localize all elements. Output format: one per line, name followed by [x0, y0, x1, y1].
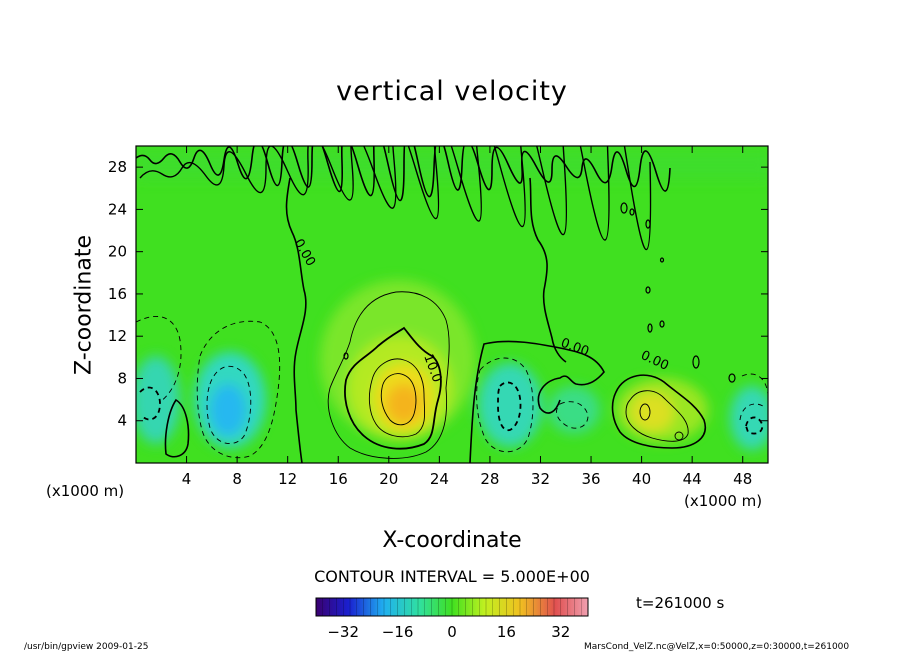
- contour-right-updraft-5: [611, 374, 707, 449]
- x-unit-label-right: (x1000 m): [684, 492, 763, 510]
- colorbar-tick-label: 32: [551, 623, 570, 641]
- contour-neg-left-inner2: [139, 386, 161, 421]
- contour-neg-far-right: [739, 403, 767, 421]
- contour-zero-mid-region: [469, 340, 605, 463]
- contour-neg-mid: [476, 357, 534, 453]
- contour-zero-top2: [139, 146, 652, 251]
- contour-updraft-10: [344, 326, 442, 450]
- y-tick-label: 16: [108, 285, 127, 303]
- small-contour: [620, 202, 628, 214]
- contour-neg-right-mid: [556, 401, 589, 429]
- field-anomalies: [136, 150, 768, 450]
- colorbar-tick-label: −16: [382, 623, 414, 641]
- right-updraft-inner: [630, 392, 674, 432]
- heatmap-field: 0.00 0.00 10.0 0.00: [136, 146, 768, 463]
- x-tick-label: 32: [531, 470, 550, 488]
- x-tick-label: 8: [232, 470, 242, 488]
- contour-left-positive: [164, 398, 190, 458]
- x-axis-label: X-coordinate: [382, 528, 522, 553]
- contour-zero-top: [136, 146, 671, 202]
- small-contour: [343, 352, 349, 360]
- y-tick-label: 28: [108, 158, 127, 176]
- x-tick-label: 28: [480, 470, 499, 488]
- footer-right: MarsCond_VelZ.nc@VelZ,x=0:50000,z=0:3000…: [584, 642, 850, 652]
- small-contour: [647, 323, 653, 333]
- colorbar-tick-label: 0: [447, 623, 457, 641]
- scattered-small-contours: [343, 202, 736, 383]
- contour-interval-label: CONTOUR INTERVAL = 5.000E+00: [314, 567, 590, 586]
- colorbar: −32 −16 0 16 32: [315, 597, 589, 641]
- plot-frame: [135, 145, 769, 464]
- updraft-core: [386, 384, 422, 424]
- x-axis-ticks: 4 8 12 16 20 24 28 32 36 40 44 48: [182, 146, 752, 488]
- contour-neg-far-right-inner: [745, 416, 764, 435]
- contour-neg-left: [136, 315, 182, 403]
- x-tick-label: 20: [379, 470, 398, 488]
- x-tick-label: 4: [182, 470, 192, 488]
- x-unit-label-left: (x1000 m): [46, 482, 125, 500]
- downdraft-far-left: [136, 356, 180, 444]
- contour-neg-left-inner: [206, 365, 252, 444]
- y-tick-label: 4: [117, 412, 127, 430]
- contour-right-updraft-15b: [674, 431, 684, 441]
- downdraft-mid: [478, 363, 542, 447]
- small-contour: [659, 320, 665, 328]
- contour-lines: [136, 146, 768, 463]
- colorbar-tick-label: −32: [327, 623, 359, 641]
- downdraft-right: [548, 386, 600, 434]
- x-tick-label: 40: [632, 470, 651, 488]
- contour-right-updraft-10: [625, 390, 689, 442]
- colorbar-stripes: [322, 598, 582, 616]
- chart-title: vertical velocity: [336, 76, 568, 107]
- y-tick-label: 8: [117, 369, 127, 387]
- small-contour: [728, 373, 736, 383]
- y-tick-label: 24: [108, 200, 127, 218]
- colorbar-ticks: −32 −16 0 16 32: [327, 623, 570, 641]
- contour-neg-right: [741, 373, 768, 395]
- colorbar-tick-label: 16: [497, 623, 516, 641]
- x-tick-label: 44: [683, 470, 702, 488]
- contour-neg-left-cell: [196, 320, 281, 459]
- x-tick-label: 36: [581, 470, 600, 488]
- time-label: t=261000 s: [636, 594, 725, 612]
- small-contour: [659, 257, 665, 263]
- negative-contours: [136, 315, 768, 459]
- small-contour: [629, 208, 635, 216]
- contour-updraft-15: [368, 358, 426, 438]
- small-contour: [692, 355, 700, 369]
- contour-zero-left-of-updraft: [285, 177, 307, 463]
- small-contour: [645, 286, 651, 294]
- downdraft-far-right: [730, 386, 768, 450]
- footer-left: /usr/bin/gpview 2009-01-25: [24, 642, 149, 652]
- x-tick-label: 24: [430, 470, 449, 488]
- contour-updraft-20: [380, 373, 417, 426]
- downdraft-left-core: [210, 384, 246, 436]
- x-tick-label: 12: [278, 470, 297, 488]
- y-tick-label: 12: [108, 327, 127, 345]
- contour-right-updraft-15: [639, 403, 651, 421]
- small-contour: [645, 219, 651, 229]
- y-axis-ticks: 4 8 12 16 20 24 28: [108, 158, 768, 430]
- contour-updraft-5: [327, 291, 450, 459]
- x-tick-label: 16: [329, 470, 348, 488]
- y-tick-label: 20: [108, 243, 127, 261]
- x-tick-label: 48: [733, 470, 752, 488]
- contour-neg-mid-inner: [497, 381, 522, 432]
